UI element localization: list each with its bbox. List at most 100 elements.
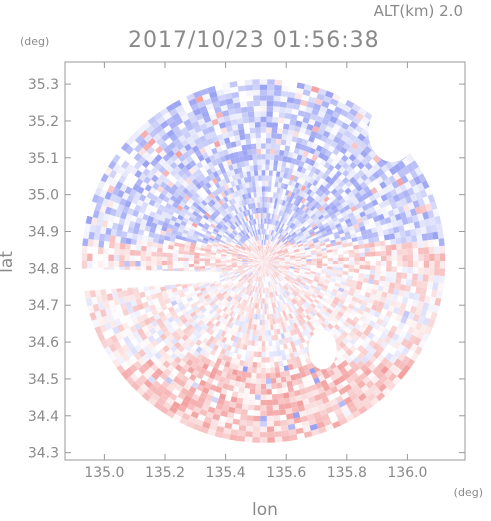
radar-cell: [99, 233, 106, 241]
radar-cell: [259, 202, 263, 208]
radar-cell: [319, 239, 325, 244]
radar-cell: [299, 388, 307, 395]
notch-east: [308, 329, 337, 370]
radar-cell: [289, 174, 296, 181]
radar-cell: [243, 242, 248, 247]
radar-cell: [280, 166, 286, 173]
radar-cell: [243, 339, 249, 345]
radar-cell: [242, 236, 247, 242]
radar-cell: [148, 231, 155, 238]
radar-cell: [422, 274, 429, 282]
radar-cell: [261, 261, 264, 266]
radar-cell: [142, 168, 151, 177]
radar-cell: [228, 199, 234, 206]
radar-cell: [316, 222, 323, 228]
radar-cell: [224, 120, 232, 128]
radar-cell: [252, 230, 256, 236]
radar-cell: [419, 189, 428, 198]
radar-cell: [218, 341, 225, 349]
radar-cell: [253, 164, 258, 171]
radar-cell: [418, 339, 427, 349]
radar-cell: [253, 235, 256, 242]
radar-cell: [342, 104, 352, 113]
radar-cell: [265, 170, 270, 176]
radar-cell: [246, 187, 251, 194]
radar-cell: [321, 253, 328, 257]
radar-cell: [261, 186, 266, 192]
radar-cell: [394, 213, 402, 221]
radar-cell: [203, 351, 210, 359]
radar-cell: [113, 254, 120, 261]
radar-cell: [151, 141, 160, 151]
radar-cell: [199, 255, 205, 259]
radar-cell: [226, 344, 232, 352]
radar-cell: [299, 144, 307, 151]
radar-cell: [319, 289, 326, 295]
radar-cell: [218, 99, 227, 107]
radar-cell: [407, 312, 415, 321]
radar-cell: [300, 348, 307, 355]
radar-cell: [411, 214, 419, 223]
radar-cell: [288, 229, 294, 235]
radar-cell: [348, 249, 355, 254]
radar-cell: [215, 386, 223, 394]
radar-cell: [245, 182, 250, 189]
radar-cell: [213, 228, 219, 234]
radar-cell: [204, 132, 212, 140]
radar-cell: [255, 297, 258, 304]
radar-cell: [247, 339, 252, 346]
radar-cell: [387, 330, 395, 339]
radar-cell: [335, 370, 343, 379]
radar-cell: [249, 266, 255, 270]
radar-cell: [296, 338, 303, 345]
radar-cell: [321, 265, 328, 269]
radar-cell: [141, 189, 150, 197]
radar-cell: [161, 133, 170, 142]
radar-cell: [278, 234, 283, 240]
radar-cell: [149, 211, 156, 218]
radar-cell: [206, 244, 213, 248]
radar-cell: [370, 261, 376, 266]
radar-cell: [154, 359, 163, 368]
radar-cell: [325, 216, 333, 223]
radar-cell: [401, 166, 410, 176]
radar-cell: [338, 229, 345, 235]
radar-cell: [287, 280, 293, 286]
radar-cell: [259, 314, 263, 320]
radar-cell: [252, 268, 257, 274]
x-tick-label: 135.4: [206, 465, 246, 481]
radar-cell: [302, 352, 309, 360]
radar-cell: [358, 273, 365, 278]
radar-cell: [231, 292, 237, 299]
radar-cell: [93, 232, 100, 241]
radar-cell: [327, 297, 334, 303]
radar-cell: [343, 264, 349, 269]
radar-cell: [256, 276, 260, 282]
radar-cell: [405, 195, 413, 204]
radar-cell: [185, 241, 191, 246]
radar-cell: [347, 242, 354, 247]
radar-cell: [283, 268, 289, 272]
radar-cell: [363, 273, 370, 279]
radar-cell: [291, 217, 296, 223]
radar-cell: [169, 380, 178, 389]
radar-cell: [154, 213, 161, 220]
radar-cell: [294, 280, 301, 285]
radar-cell: [301, 289, 307, 295]
radar-cell: [207, 227, 214, 233]
radar-cell: [359, 181, 368, 189]
radar-cell: [292, 244, 298, 248]
radar-cell: [308, 118, 316, 126]
radar-cell: [146, 311, 154, 319]
radar-cell: [318, 309, 325, 316]
radar-cell: [275, 284, 280, 290]
radar-cell: [298, 292, 304, 298]
radar-cell: [337, 311, 344, 318]
radar-cell: [187, 207, 195, 214]
radar-cell: [287, 91, 296, 99]
radar-cell: [238, 268, 244, 271]
radar-cell: [260, 256, 264, 261]
radar-cell: [373, 322, 381, 331]
radar-cell: [258, 258, 264, 261]
radar-cell: [154, 302, 161, 309]
